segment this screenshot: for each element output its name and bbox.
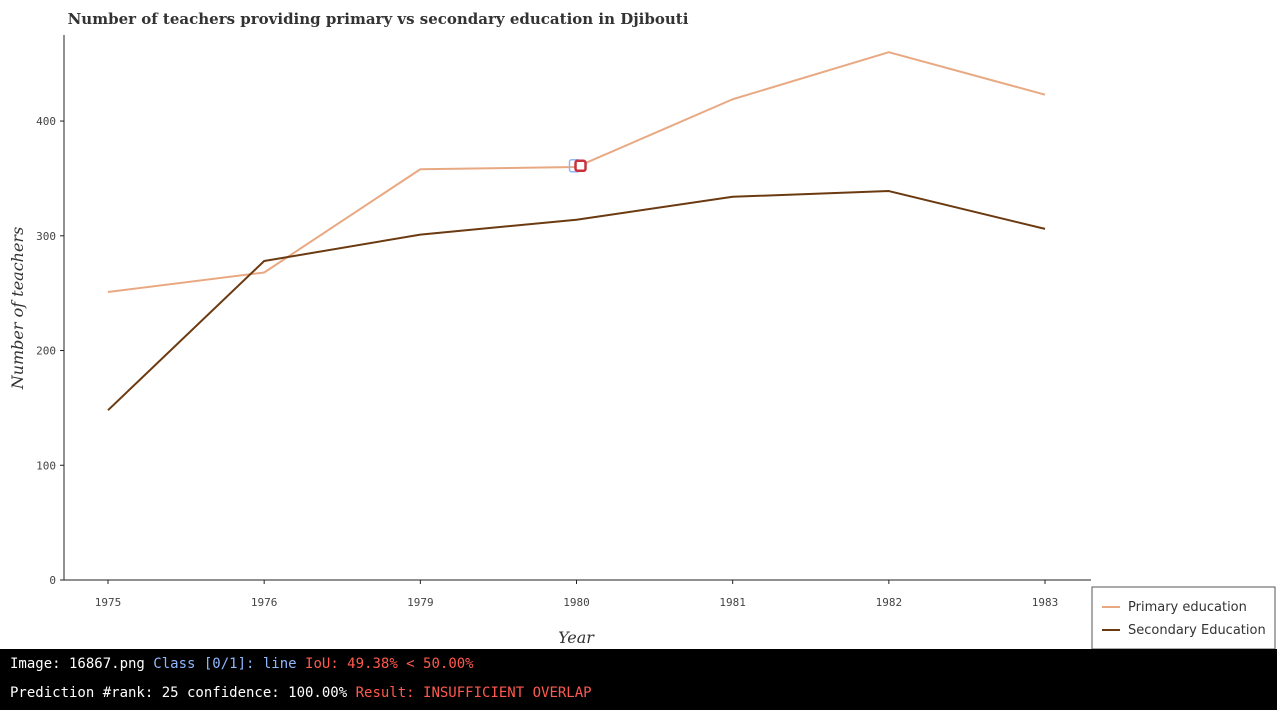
highlight-layer (568, 159, 587, 173)
x-tick-label: 1975 (95, 596, 122, 609)
legend-box (1091, 586, 1276, 649)
y-tick-label: 400 (36, 115, 56, 128)
x-tick-label: 1979 (407, 596, 434, 609)
y-tick-label: 0 (49, 574, 56, 587)
status-result: Result: INSUFFICIENT OVERLAP (355, 685, 592, 701)
y-axis-title: Number of teachers (8, 227, 27, 391)
legend: Primary education Secondary Education (1091, 586, 1276, 649)
x-tick-label: 1981 (719, 596, 746, 609)
x-axis-title: Year (558, 628, 595, 647)
series-layer (107, 51, 1046, 411)
status-line-1: Image: 16867.png Class [0/1]: line IoU: … (10, 656, 474, 672)
x-tick-label: 1983 (1032, 596, 1059, 609)
x-tick-label: 1980 (563, 596, 590, 609)
status-class: Class [0/1]: line (153, 656, 297, 672)
axes: 0 100 200 300 400 1975 1976 1979 1980 1981 1982 198… (36, 35, 1091, 609)
y-tick-label: 300 (36, 230, 56, 243)
y-tick-label: 200 (36, 345, 56, 358)
legend-label-primary: Primary education (1128, 600, 1247, 615)
chart-title: Number of teachers providing primary vs … (68, 10, 689, 28)
status-line-2: Prediction #rank: 25 confidence: 100.00%… (10, 685, 592, 701)
highlight-marker (574, 159, 587, 173)
status-bar: Image: 16867.png Class [0/1]: line IoU: … (0, 649, 1277, 710)
legend-label-secondary: Secondary Education (1128, 623, 1266, 638)
x-tick-label: 1976 (251, 596, 278, 609)
status-prediction: Prediction #rank: 25 confidence: 100.00% (10, 685, 348, 701)
x-tick-label: 1982 (876, 596, 903, 609)
status-image: Image: 16867.png (10, 656, 145, 672)
chart: Number of teachers providing primary vs … (8, 10, 1276, 649)
y-tick-label: 100 (36, 459, 56, 472)
series-line-secondary (107, 190, 1046, 411)
status-iou: IoU: 49.38% < 50.00% (305, 656, 474, 672)
